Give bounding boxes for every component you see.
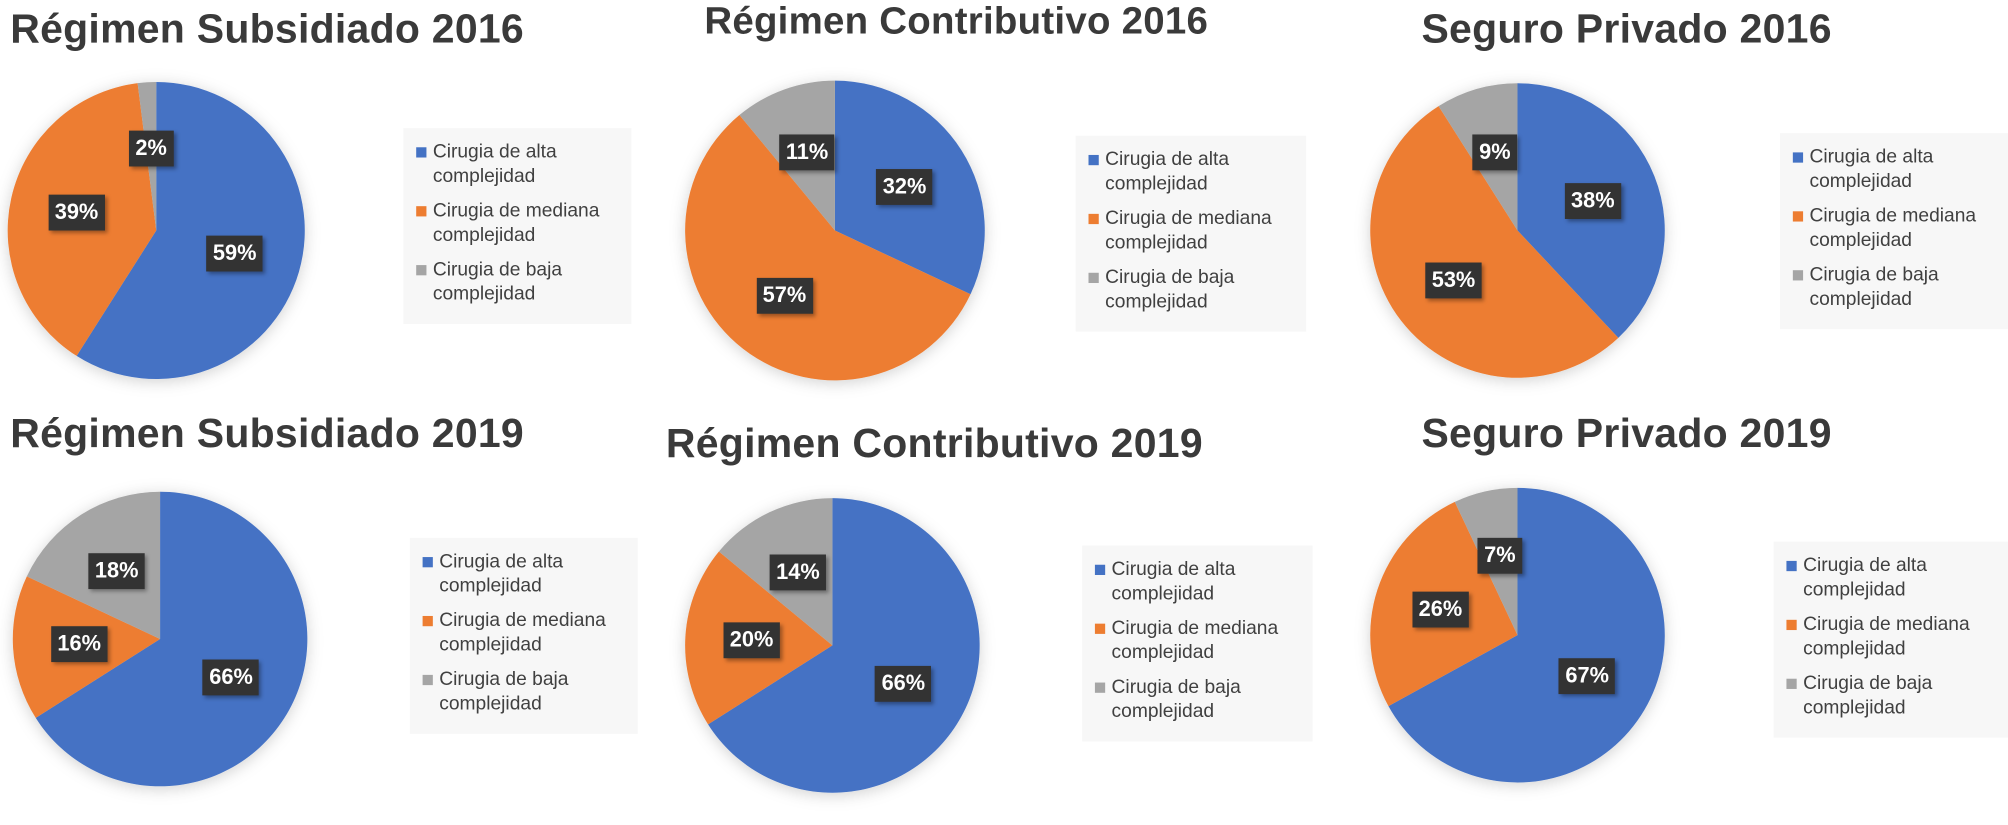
pie-slice	[685, 115, 971, 381]
data-label: 32%	[876, 168, 933, 205]
chart-title: Seguro Privado 2016	[1421, 5, 1832, 52]
data-label: 57%	[756, 277, 813, 314]
legend: Cirugia de alta complejidad Cirugia de me…	[1780, 133, 2008, 330]
legend-label: Cirugia de mediana complejidad	[432, 199, 600, 246]
legend-swatch	[416, 147, 427, 158]
chart-title: Régimen Subsidiado 2019	[10, 409, 524, 456]
legend-swatch	[1792, 211, 1804, 222]
data-label: 66%	[202, 660, 260, 696]
legend-label: Cirugia de alta complejidad	[1105, 148, 1230, 195]
pie-slice	[76, 81, 305, 380]
legend-swatch	[416, 265, 427, 276]
legend-swatch	[1792, 270, 1804, 281]
legend-label: Cirugia de baja complejidad	[1105, 266, 1235, 313]
legend-item: Cirugia de mediana complejidad	[416, 198, 621, 247]
data-label: 14%	[769, 554, 827, 591]
data-label: 9%	[1472, 134, 1518, 171]
data-label: 59%	[206, 235, 263, 272]
legend-item: Cirugia de mediana complejidad	[1792, 204, 1998, 253]
data-label: 67%	[1559, 658, 1616, 695]
legend-item: Cirugia de mediana complejidad	[1786, 612, 1997, 661]
data-label: 66%	[875, 666, 932, 703]
legend-item: Cirugia de baja complejidad	[1094, 675, 1302, 724]
legend: Cirugia de alta complejidad Cirugia de me…	[1082, 545, 1313, 742]
legend-item: Cirugia de alta complejidad	[1088, 147, 1296, 196]
pie-chart	[1370, 487, 1665, 783]
legend-item: Cirugia de baja complejidad	[1786, 671, 1997, 720]
pie-chart	[1370, 83, 1665, 378]
chart-title: Régimen Contributivo 2016	[704, 0, 1209, 43]
legend-label: Cirugia de alta complejidad	[1803, 554, 1927, 601]
chart-title: Seguro Privado 2019	[1421, 409, 1832, 456]
pie-slice	[35, 491, 308, 787]
legend-swatch	[422, 615, 433, 627]
pie-slice	[1388, 487, 1665, 783]
legend-label: Cirugia de mediana complejidad	[1809, 204, 1977, 251]
legend-swatch	[1792, 152, 1804, 163]
legend-swatch	[1088, 154, 1099, 166]
legend: Cirugia de alta complejidad Cirugia de me…	[409, 537, 638, 734]
legend: Cirugia de alta complejidad Cirugia de me…	[403, 128, 632, 324]
legend-item: Cirugia de baja complejidad	[1088, 265, 1296, 314]
legend-label: Cirugia de mediana complejidad	[1803, 613, 1970, 660]
pie-slice	[1370, 106, 1619, 378]
legend-label: Cirugia de baja complejidad	[1809, 263, 1939, 310]
data-label: 53%	[1425, 262, 1482, 299]
data-label: 20%	[723, 622, 780, 659]
legend-swatch	[416, 206, 427, 217]
legend-item: Cirugia de mediana complejidad	[1094, 616, 1302, 665]
data-label: 16%	[51, 626, 108, 663]
legend-item: Cirugia de alta complejidad	[416, 140, 621, 189]
legend-swatch	[422, 557, 433, 568]
data-label: 11%	[779, 135, 835, 171]
legend-item: Cirugia de alta complejidad	[1094, 557, 1302, 606]
legend-item: Cirugia de mediana complejidad	[1088, 206, 1296, 255]
legend-item: Cirugia de mediana complejidad	[422, 608, 628, 657]
legend-item: Cirugia de alta complejidad	[1786, 553, 1997, 602]
legend-label: Cirugia de alta complejidad	[1809, 145, 1934, 193]
legend-swatch	[1088, 272, 1099, 284]
legend-swatch	[1094, 682, 1106, 693]
data-label: 2%	[128, 131, 174, 167]
legend-swatch	[1094, 623, 1106, 634]
legend-label: Cirugia de baja complejidad	[432, 258, 563, 305]
legend-swatch	[1786, 619, 1797, 631]
legend-item: Cirugia de alta complejidad	[1792, 145, 1998, 194]
legend-swatch	[1094, 564, 1106, 575]
legend: Cirugia de alta complejidad Cirugia de me…	[1773, 541, 2008, 738]
legend-item: Cirugia de baja complejidad	[416, 257, 621, 306]
data-label: 7%	[1477, 538, 1522, 575]
data-label: 18%	[88, 552, 145, 589]
legend-swatch	[1088, 213, 1099, 225]
legend-item: Cirugia de baja complejidad	[422, 667, 628, 716]
legend-label: Cirugia de mediana complejidad	[439, 609, 606, 656]
chart-title: Régimen Subsidiado 2016	[10, 5, 524, 52]
legend-swatch	[1786, 560, 1797, 572]
legend-swatch	[1786, 678, 1797, 689]
legend-label: Cirugia de baja complejidad	[1111, 676, 1241, 723]
legend-label: Cirugia de baja complejidad	[439, 668, 569, 715]
legend-label: Cirugia de alta complejidad	[432, 140, 557, 187]
data-label: 38%	[1564, 182, 1621, 219]
chart-title: Régimen Contributivo 2019	[665, 420, 1203, 467]
legend-item: Cirugia de alta complejidad	[422, 549, 628, 598]
legend-label: Cirugia de mediana complejidad	[1105, 207, 1272, 254]
legend-label: Cirugia de baja complejidad	[1803, 672, 1933, 719]
legend-label: Cirugia de alta complejidad	[439, 550, 564, 597]
pie-chart	[685, 80, 985, 381]
legend-swatch	[422, 674, 433, 686]
pie-slice	[708, 498, 980, 793]
legend-label: Cirugia de mediana complejidad	[1111, 617, 1279, 664]
data-label: 39%	[48, 194, 105, 231]
legend-item: Cirugia de baja complejidad	[1792, 263, 1998, 312]
data-label: 26%	[1412, 592, 1469, 629]
legend-label: Cirugia de alta complejidad	[1111, 558, 1236, 605]
legend: Cirugia de alta complejidad Cirugia de me…	[1075, 135, 1307, 332]
